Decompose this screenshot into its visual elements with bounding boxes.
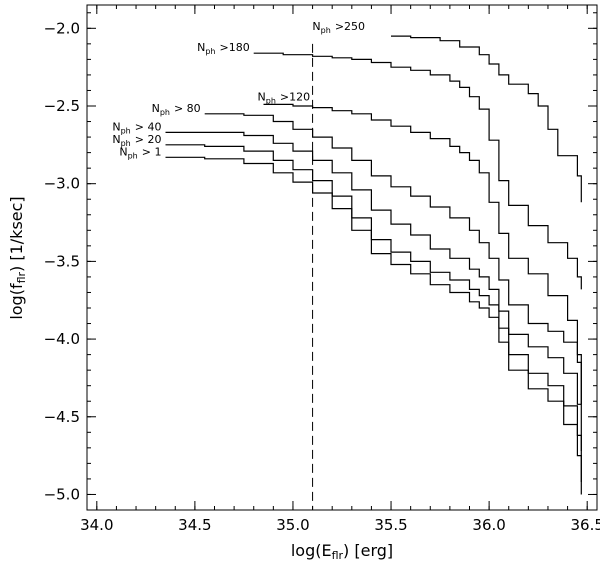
y-tick-label: −2.5 xyxy=(44,97,80,115)
series-group xyxy=(165,35,582,495)
y-tick-label: −4.5 xyxy=(44,408,80,426)
series-line-0 xyxy=(165,156,582,495)
series-label-0: Nph > 1 xyxy=(119,145,161,160)
series-line-5 xyxy=(253,52,582,290)
series-label-1: Nph > 20 xyxy=(112,133,161,148)
x-tick-label: 35.5 xyxy=(374,516,407,534)
x-tick-label: 36.0 xyxy=(472,516,505,534)
series-label-3: Nph > 80 xyxy=(152,102,201,117)
y-tick-label: −5.0 xyxy=(44,485,80,503)
x-tick-label: 36.5 xyxy=(570,516,600,534)
x-axis-label: log(Eflr) [erg] xyxy=(291,541,393,562)
tick-labels: 34.0 34.5 35.0 35.5 36.0 36.5 −2.0 −2.5 −3.0 −3.5… xyxy=(44,19,600,534)
series-line-1 xyxy=(165,144,582,482)
series-line-2 xyxy=(165,131,582,451)
x-tick-label: 34.0 xyxy=(80,516,113,534)
series-line-3 xyxy=(204,113,582,405)
y-tick-label: −3.5 xyxy=(44,252,80,270)
y-tick-label: −2.0 xyxy=(44,19,80,37)
y-tick-label: −4.0 xyxy=(44,330,80,348)
y-axis-label: log(fflr) [1/ksec] xyxy=(7,196,28,319)
x-tick-label: 35.0 xyxy=(276,516,309,534)
series-label-5: Nph >180 xyxy=(197,41,250,56)
series-label-6: Nph >250 xyxy=(312,20,365,35)
axis-ticks xyxy=(87,5,597,510)
series-line-4 xyxy=(263,103,582,405)
series-line-6 xyxy=(391,35,582,203)
plot-frame xyxy=(86,4,598,511)
x-tick-label: 34.5 xyxy=(178,516,211,534)
y-tick-label: −3.0 xyxy=(44,175,80,193)
series-label-4: Nph >120 xyxy=(258,90,311,105)
series-label-2: Nph > 40 xyxy=(112,120,161,135)
